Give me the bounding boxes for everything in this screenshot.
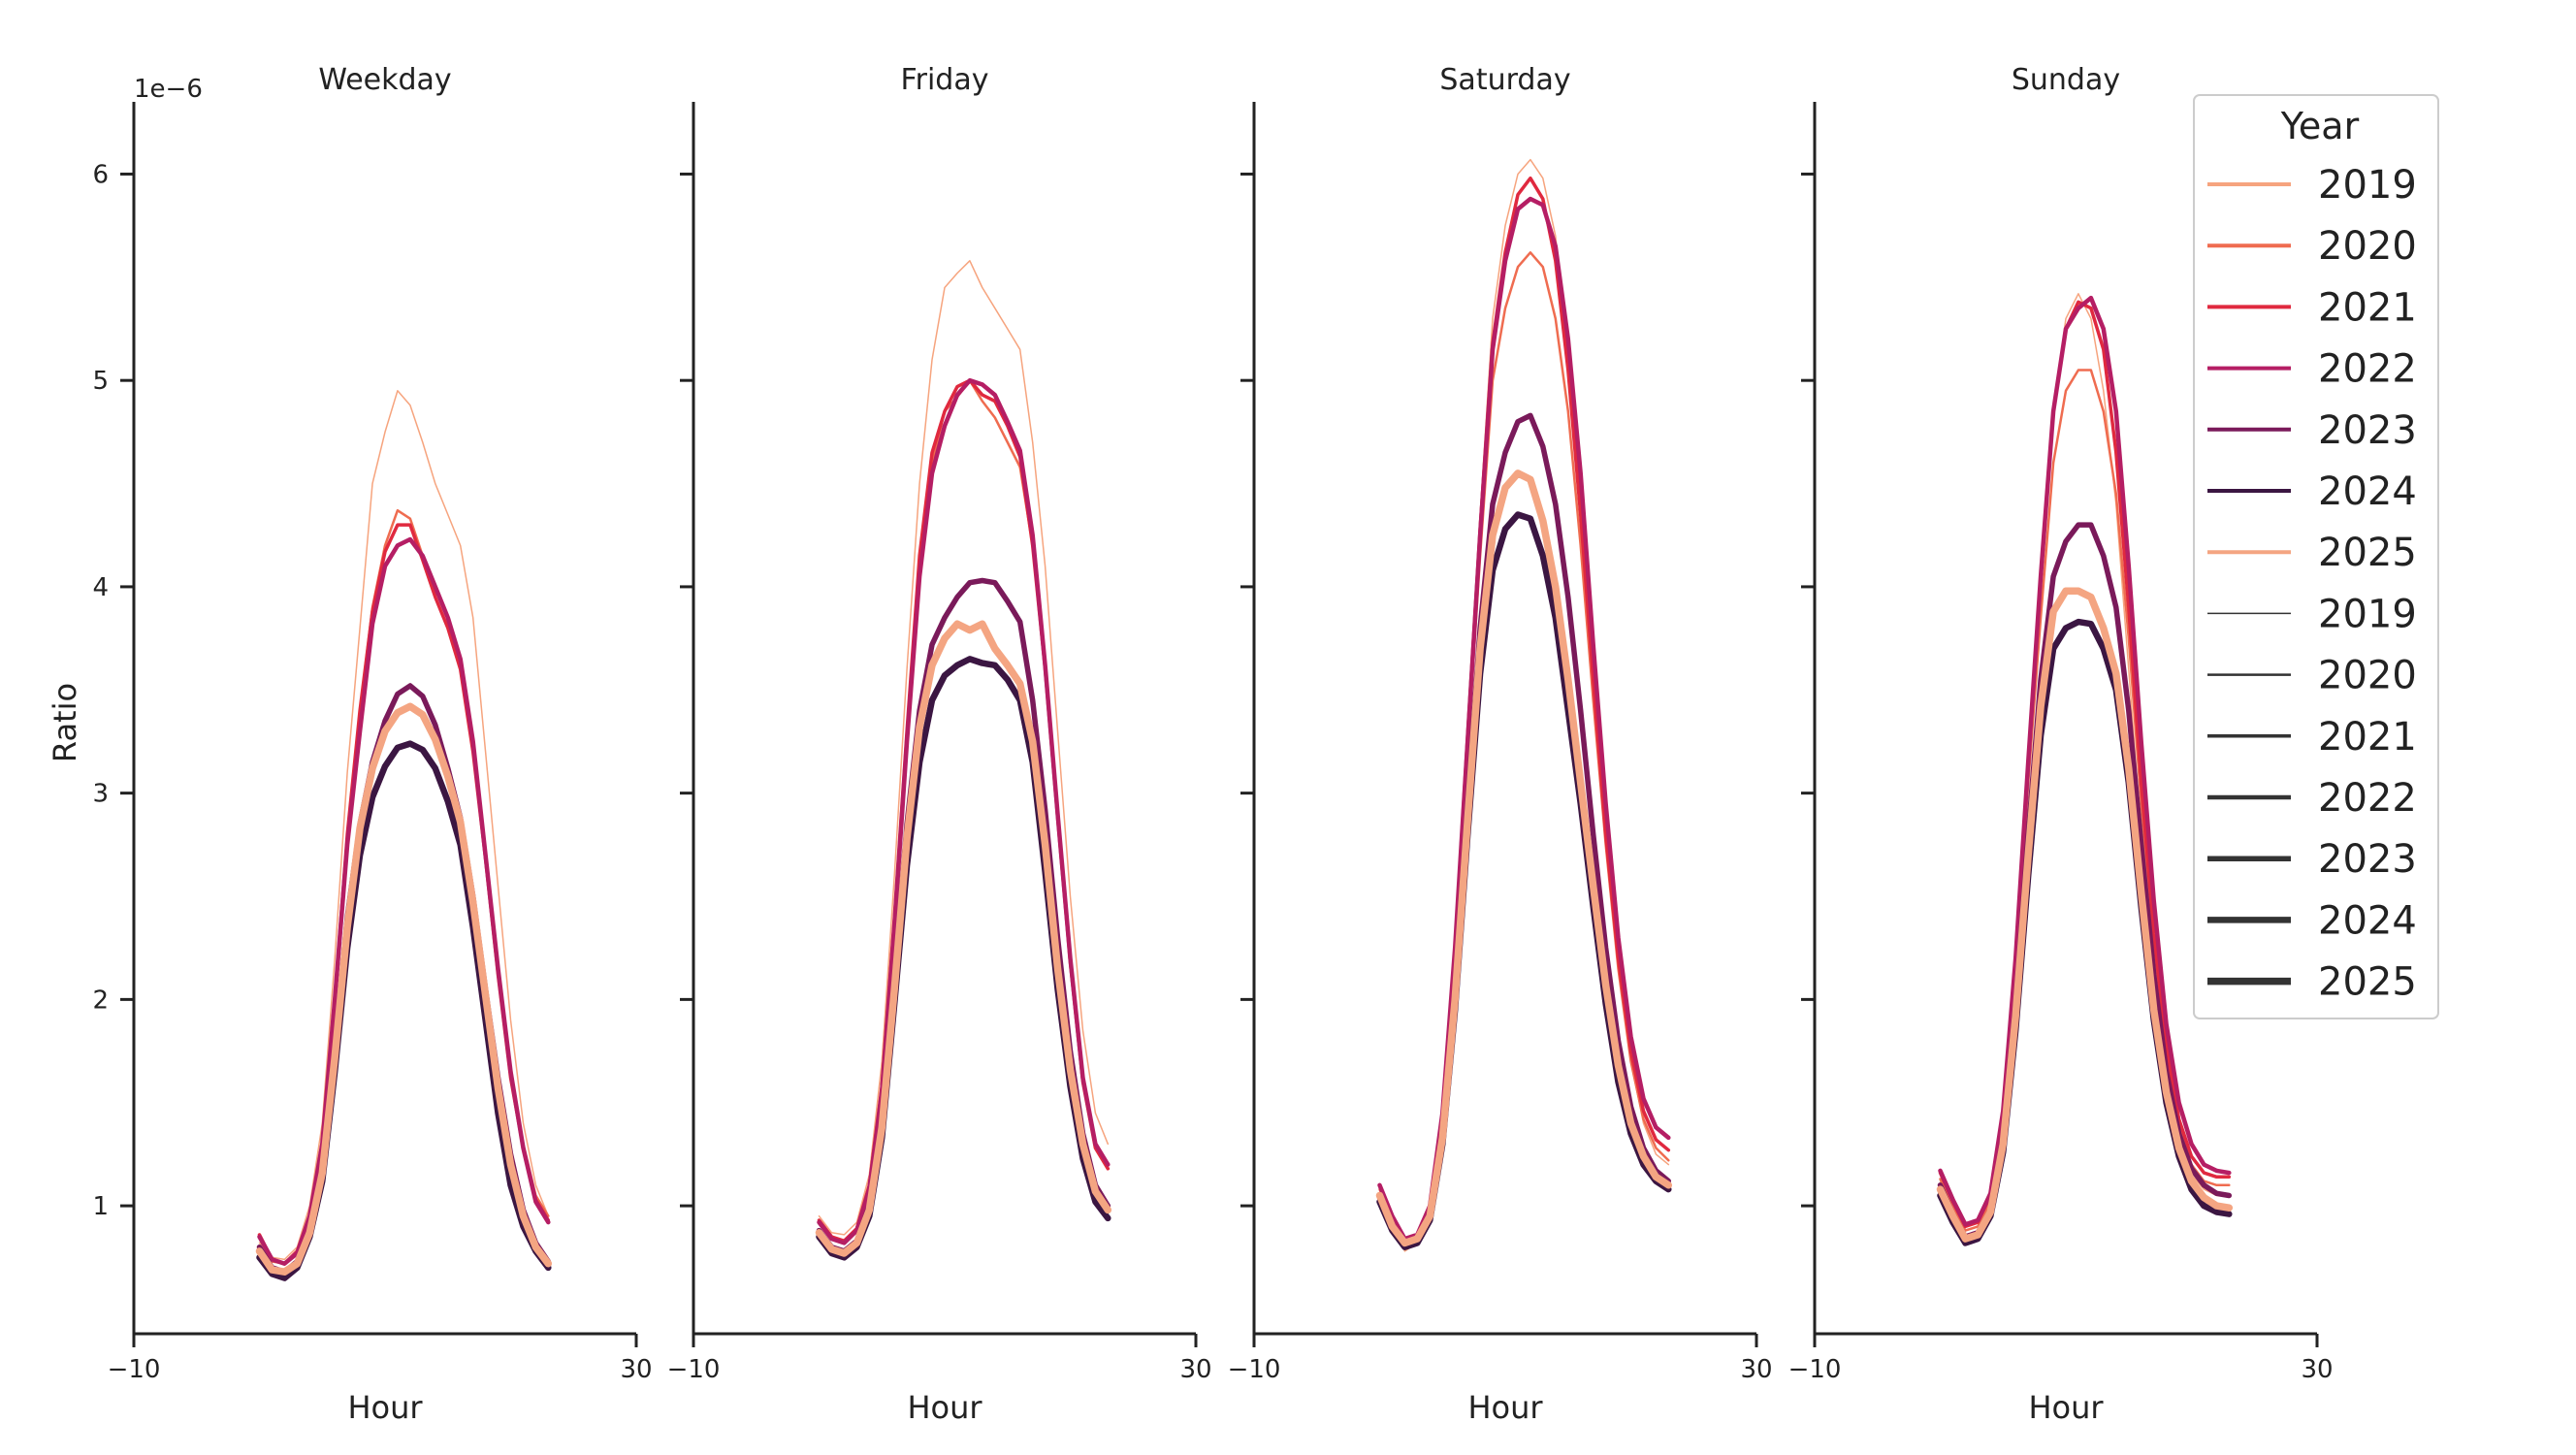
legend-entry-label: 2024 bbox=[2318, 469, 2417, 514]
y-tick-label: 5 bbox=[92, 367, 109, 396]
y-tick-label: 1 bbox=[92, 1192, 109, 1221]
x-tick-label: −10 bbox=[108, 1355, 161, 1384]
x-tick-label: 30 bbox=[2301, 1355, 2333, 1384]
legend-entry-label: 2024 bbox=[2318, 898, 2417, 943]
panel-saturday: Saturday −10 30 Hour bbox=[1228, 63, 1773, 1426]
panel-friday: Friday −10 30 Hour bbox=[667, 63, 1212, 1426]
y-tick-label: 2 bbox=[92, 986, 109, 1015]
series-line-2020 bbox=[818, 378, 1110, 1243]
x-axis-label: Hour bbox=[1467, 1389, 1543, 1426]
series-line-2021 bbox=[817, 378, 1111, 1244]
legend-entry-label: 2021 bbox=[2318, 285, 2417, 330]
panel-title: Weekday bbox=[318, 63, 451, 97]
y-tick-label: 3 bbox=[92, 780, 109, 809]
x-tick-label: −10 bbox=[1788, 1355, 1842, 1384]
series-line-2025 bbox=[255, 702, 553, 1276]
series-line-2019 bbox=[1939, 293, 2231, 1238]
legend-entry-label: 2025 bbox=[2318, 531, 2417, 575]
series-line-2019 bbox=[818, 260, 1110, 1236]
series-line-2024 bbox=[816, 656, 1111, 1261]
legend-entry-label: 2025 bbox=[2318, 960, 2417, 1005]
series-line-2023 bbox=[256, 683, 552, 1275]
legend-title: Year bbox=[2280, 105, 2360, 147]
series-line-2021 bbox=[1938, 300, 2232, 1229]
legend: Year 2019 2020 2021 2022 2023 2024 2025 2019 2020… bbox=[2193, 94, 2439, 1019]
series-line-2024 bbox=[1376, 511, 1672, 1250]
legend-entry-label: 2021 bbox=[2318, 715, 2417, 760]
series-line-2022 bbox=[817, 377, 1111, 1245]
series-line-2025 bbox=[1375, 469, 1673, 1247]
legend-entry-label: 2022 bbox=[2318, 776, 2417, 821]
legend-box bbox=[2193, 94, 2439, 1019]
x-tick-label: 30 bbox=[620, 1355, 652, 1384]
series-line-2025 bbox=[815, 620, 1112, 1257]
series-line-2019 bbox=[258, 390, 550, 1261]
series-line-2022 bbox=[257, 536, 551, 1266]
legend-entry-label: 2020 bbox=[2318, 224, 2417, 269]
panel-title: Saturday bbox=[1439, 63, 1570, 97]
legend-entry-label: 2023 bbox=[2318, 408, 2417, 453]
legend-entry-label: 2023 bbox=[2318, 837, 2417, 882]
y-tick-label: 4 bbox=[92, 573, 109, 602]
legend-entry-label: 2019 bbox=[2318, 592, 2417, 636]
panel-weekday: Weekday 1 2 3 4 5 6 −10 30 Hour bbox=[92, 63, 652, 1426]
panel-title: Friday bbox=[901, 63, 989, 97]
x-tick-label: 30 bbox=[1740, 1355, 1772, 1384]
series-line-2022 bbox=[1938, 295, 2232, 1227]
y-axis-label: Ratio bbox=[47, 683, 83, 762]
x-tick-label: −10 bbox=[667, 1355, 721, 1384]
y-axis-offset-label: 1e−6 bbox=[134, 75, 203, 104]
panel-sunday: Sunday −10 30 Hour bbox=[1788, 63, 2334, 1426]
x-tick-label: −10 bbox=[1228, 1355, 1281, 1384]
panel-title: Sunday bbox=[2012, 63, 2120, 97]
x-axis-label: Hour bbox=[347, 1389, 423, 1426]
series-line-2025 bbox=[1936, 587, 2234, 1243]
x-tick-label: 30 bbox=[1179, 1355, 1211, 1384]
legend-entry-label: 2019 bbox=[2318, 163, 2417, 208]
x-axis-label: Hour bbox=[907, 1389, 982, 1426]
legend-entry-label: 2022 bbox=[2318, 347, 2417, 392]
x-axis-label: Hour bbox=[2028, 1389, 2104, 1426]
series-line-2020 bbox=[1939, 369, 2231, 1232]
legend-entry-label: 2020 bbox=[2318, 654, 2417, 698]
y-tick-label: 6 bbox=[92, 160, 109, 189]
